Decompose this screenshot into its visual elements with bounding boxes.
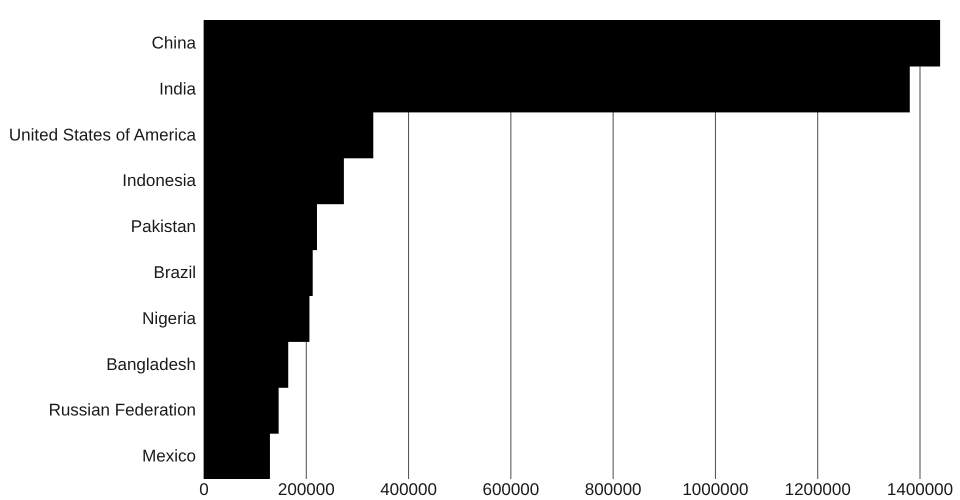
svg-text:400000: 400000 (380, 480, 437, 499)
svg-text:200000: 200000 (278, 480, 335, 499)
svg-text:Mexico: Mexico (142, 447, 196, 466)
svg-text:600000: 600000 (482, 480, 539, 499)
svg-text:0: 0 (199, 480, 208, 499)
svg-text:Brazil: Brazil (153, 263, 196, 282)
svg-text:800000: 800000 (585, 480, 642, 499)
svg-text:United States of America: United States of America (9, 125, 197, 144)
svg-text:Indonesia: Indonesia (122, 171, 196, 190)
svg-text:Nigeria: Nigeria (142, 309, 196, 328)
svg-text:China: China (152, 33, 197, 52)
svg-text:1200000: 1200000 (785, 480, 851, 499)
svg-text:Bangladesh: Bangladesh (106, 355, 196, 374)
svg-text:1000000: 1000000 (682, 480, 748, 499)
svg-text:Russian Federation: Russian Federation (49, 401, 196, 420)
svg-text:Pakistan: Pakistan (131, 217, 196, 236)
svg-text:1400000: 1400000 (887, 480, 953, 499)
svg-text:India: India (159, 79, 196, 98)
